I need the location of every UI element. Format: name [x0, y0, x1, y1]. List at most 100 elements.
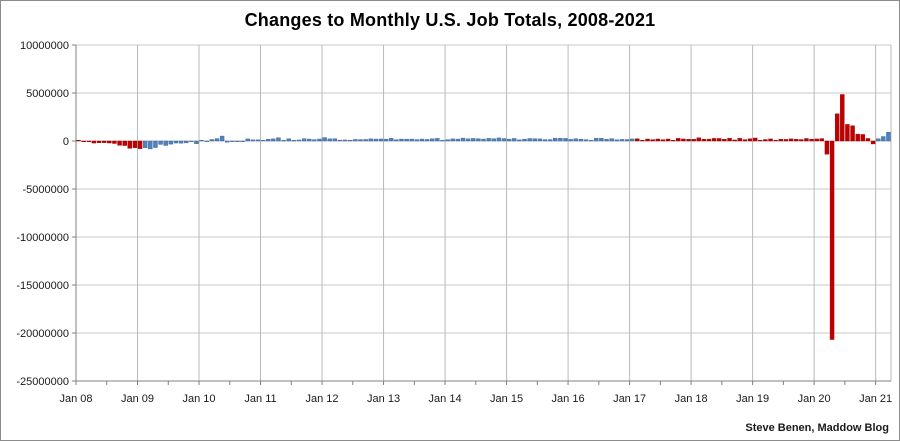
- bar: [568, 139, 573, 142]
- bar: [809, 139, 814, 142]
- bar: [204, 140, 209, 142]
- bar: [296, 139, 302, 142]
- bar: [486, 138, 491, 142]
- bar: [112, 140, 117, 144]
- bar: [691, 139, 696, 142]
- bar: [701, 139, 707, 142]
- bar: [240, 140, 245, 142]
- bar: [491, 138, 496, 142]
- x-tick-label: Jan 13: [367, 393, 400, 405]
- bar: [471, 138, 476, 142]
- y-tick-label: 5000000: [26, 88, 69, 100]
- bar: [783, 139, 789, 142]
- bar: [640, 140, 645, 142]
- bar: [676, 138, 681, 142]
- y-tick-label: -5000000: [23, 184, 70, 196]
- bar: [578, 139, 584, 142]
- bar: [737, 138, 742, 142]
- x-tick-label: Jan 14: [429, 393, 462, 405]
- bar: [793, 139, 799, 142]
- bar: [117, 140, 122, 146]
- bar: [614, 139, 619, 142]
- bar: [281, 140, 286, 142]
- bar: [178, 140, 184, 144]
- bar: [604, 139, 609, 142]
- bar: [563, 138, 568, 142]
- bar: [91, 140, 97, 144]
- bar: [122, 140, 127, 146]
- bar: [763, 139, 768, 142]
- bar: [245, 138, 250, 142]
- bar: [440, 139, 445, 142]
- bar: [250, 139, 256, 142]
- chart-title: Changes to Monthly U.S. Job Totals, 2008…: [244, 10, 656, 30]
- y-tick-label: -10000000: [16, 232, 69, 244]
- bar: [845, 124, 850, 142]
- bar: [588, 140, 594, 142]
- bar: [768, 138, 773, 142]
- bar: [804, 138, 809, 142]
- bar: [527, 138, 532, 142]
- bar: [389, 138, 394, 142]
- bar: [686, 139, 691, 142]
- bar: [855, 133, 860, 142]
- bar: [665, 138, 671, 142]
- bar: [348, 139, 353, 142]
- bar: [414, 139, 420, 142]
- bar: [778, 139, 783, 142]
- bar: [635, 138, 640, 142]
- bar: [163, 140, 168, 146]
- bar: [696, 137, 701, 142]
- bar: [271, 138, 276, 142]
- bar: [758, 140, 763, 142]
- bar: [235, 140, 240, 142]
- bar: [645, 138, 650, 142]
- bar: [512, 138, 517, 142]
- bar: [670, 140, 676, 142]
- x-tick-label: Jan 15: [490, 393, 523, 405]
- bar: [337, 139, 343, 142]
- bar: [276, 137, 281, 142]
- bar: [537, 138, 543, 142]
- bar: [342, 139, 348, 142]
- bar: [137, 140, 143, 149]
- bar: [501, 138, 507, 142]
- bar: [189, 140, 194, 142]
- bar: [445, 139, 450, 142]
- y-tick-label: -20000000: [16, 328, 69, 340]
- bar: [148, 140, 153, 150]
- bar: [101, 140, 107, 143]
- bar: [594, 137, 599, 142]
- bar: [76, 140, 81, 142]
- bar: [573, 138, 578, 142]
- bar: [168, 140, 174, 145]
- x-tick-label: Jan 12: [306, 393, 339, 405]
- bar: [173, 140, 179, 144]
- bar: [455, 138, 461, 142]
- bar: [225, 140, 230, 143]
- bar: [829, 140, 835, 340]
- bar: [353, 139, 358, 142]
- x-tick-label: Jan 10: [183, 393, 216, 405]
- bar: [332, 138, 338, 142]
- bar: [706, 138, 712, 142]
- bar: [624, 139, 630, 142]
- bar: [788, 138, 794, 142]
- x-tick-label: Jan 17: [613, 393, 646, 405]
- credit-text: Steve Benen, Maddow Blog: [745, 422, 889, 434]
- y-tick-label: 0: [63, 136, 69, 148]
- bar: [752, 137, 758, 142]
- bar: [747, 138, 753, 142]
- bar: [430, 138, 435, 142]
- bar: [881, 136, 886, 142]
- bar: [824, 140, 830, 155]
- bar: [553, 137, 558, 142]
- bar: [107, 140, 112, 144]
- bar: [419, 138, 425, 142]
- bar: [230, 140, 235, 142]
- bar: [450, 138, 455, 142]
- bar: [286, 138, 291, 142]
- bar: [547, 139, 553, 142]
- bar: [583, 139, 589, 142]
